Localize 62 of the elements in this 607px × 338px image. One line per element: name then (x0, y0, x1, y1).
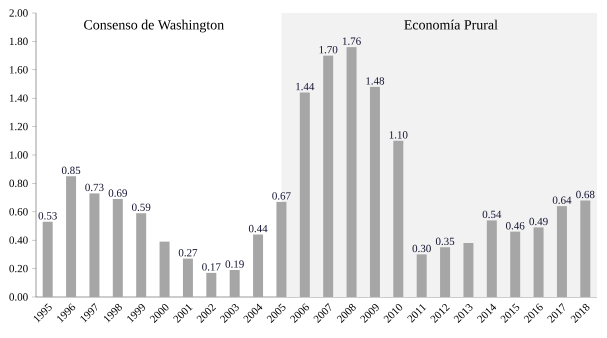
data-label: 1.76 (342, 37, 361, 45)
data-label: 1.10 (390, 131, 408, 139)
data-label: 0.17 (202, 263, 221, 271)
y-tick-label: 1.80 (10, 38, 28, 46)
data-label: 0.85 (62, 166, 80, 174)
y-tick-label: 2.00 (9, 9, 28, 17)
data-label: 1.70 (320, 46, 338, 54)
y-tick-label: 1.40 (10, 94, 28, 102)
data-label: 0.64 (552, 196, 572, 204)
data-label: 0.73 (85, 184, 104, 192)
data-label: 0.35 (436, 238, 454, 246)
x-tick-label: 2001 (173, 304, 193, 323)
data-label: 0.59 (132, 204, 150, 212)
data-label: 0.46 (506, 222, 524, 230)
bar (534, 227, 544, 297)
data-label: 0.69 (108, 189, 127, 197)
data-label: 0.68 (576, 190, 594, 198)
data-label: 0.53 (38, 212, 57, 220)
data-label: 0.49 (529, 218, 548, 226)
annotation: Consenso de Washington (84, 20, 224, 32)
data-label: 0.44 (248, 224, 268, 232)
bar (276, 202, 286, 297)
band-label: Economía Prural (404, 20, 498, 30)
data-label: 0.27 (178, 249, 198, 256)
y-tick-label: 0.80 (9, 180, 28, 188)
bar (510, 232, 520, 297)
bar (112, 199, 123, 297)
bar (556, 206, 567, 297)
bar (370, 86, 380, 297)
y-tick-label: 0.20 (9, 264, 28, 272)
bar (206, 272, 216, 297)
bar (486, 220, 497, 297)
bar (580, 200, 590, 297)
y-tick-label: 1.20 (10, 122, 28, 130)
bar (160, 242, 170, 297)
x-tick-label: 2011 (407, 304, 426, 323)
bar (323, 56, 334, 297)
bar (230, 270, 240, 297)
data-label: 0.67 (272, 192, 291, 200)
x-tick-label: 1999 (127, 304, 145, 323)
bar (66, 176, 76, 297)
data-label: 1.48 (366, 77, 384, 85)
bar (463, 243, 474, 297)
bar (416, 254, 427, 297)
bar (440, 247, 450, 297)
data-label: 0.30 (412, 244, 431, 252)
y-tick-label: 0.40 (9, 236, 28, 244)
data-label: 0.19 (226, 260, 244, 268)
bar (89, 193, 100, 297)
bar (136, 213, 146, 297)
data-label: 1.44 (296, 82, 314, 90)
bar (253, 234, 264, 297)
bar (182, 258, 193, 297)
y-tick-label: 1.60 (10, 66, 28, 74)
y-tick-label: 0.60 (9, 208, 28, 216)
data-label: 0.54 (482, 210, 502, 218)
bar (300, 92, 310, 297)
bar (393, 140, 404, 297)
y-tick-label: 0.00 (9, 293, 28, 301)
y-tick-label: 1.00 (10, 151, 28, 159)
bar (346, 47, 357, 297)
bar (42, 222, 53, 297)
